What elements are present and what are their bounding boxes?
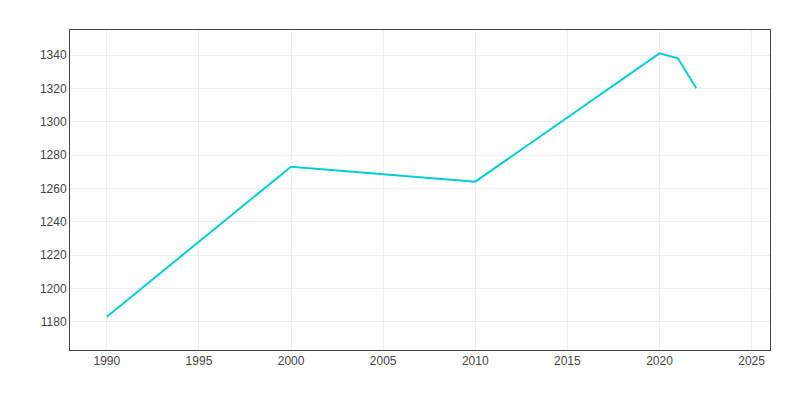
svg-text:1260: 1260 xyxy=(40,182,67,196)
svg-text:1220: 1220 xyxy=(40,248,67,262)
svg-text:1180: 1180 xyxy=(41,315,67,329)
svg-text:2000: 2000 xyxy=(278,354,305,368)
svg-text:2025: 2025 xyxy=(738,354,765,368)
svg-text:2005: 2005 xyxy=(370,354,397,368)
svg-text:1200: 1200 xyxy=(40,282,67,296)
svg-text:1990: 1990 xyxy=(93,354,120,368)
svg-text:1320: 1320 xyxy=(40,82,67,96)
svg-text:1340: 1340 xyxy=(40,48,67,62)
svg-text:1240: 1240 xyxy=(40,215,67,229)
svg-text:1995: 1995 xyxy=(186,354,213,368)
svg-text:2015: 2015 xyxy=(554,354,581,368)
svg-text:1300: 1300 xyxy=(40,115,67,129)
svg-text:1280: 1280 xyxy=(40,148,67,162)
svg-text:2020: 2020 xyxy=(646,354,673,368)
svg-text:2010: 2010 xyxy=(462,354,489,368)
